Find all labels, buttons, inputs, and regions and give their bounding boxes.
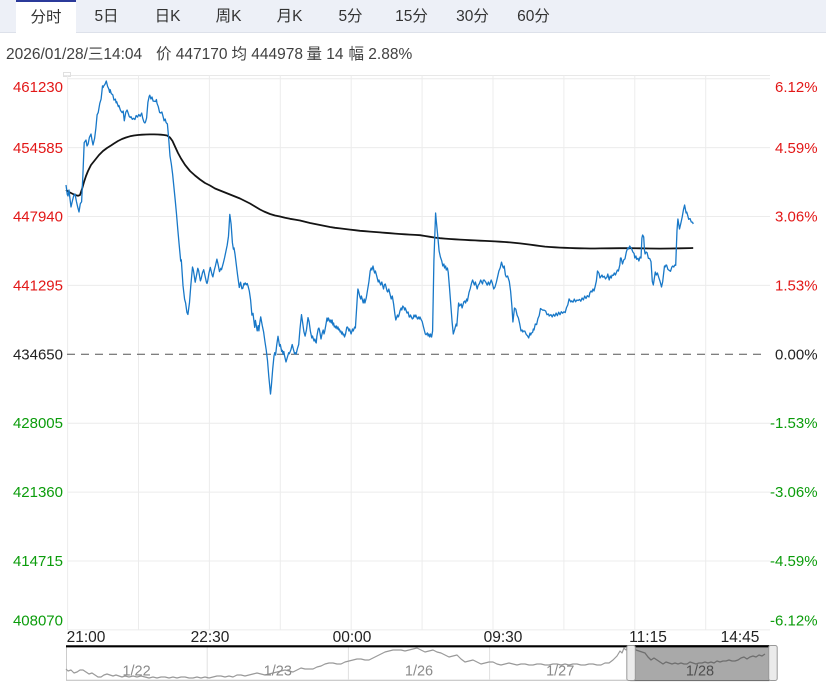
svg-text:-3.06%: -3.06% (770, 484, 818, 501)
svg-text:1/26: 1/26 (405, 664, 433, 680)
svg-text:1/23: 1/23 (264, 664, 292, 680)
svg-text:0.00%: 0.00% (775, 346, 818, 363)
svg-text:441295: 441295 (13, 277, 63, 294)
svg-text:461230: 461230 (13, 79, 63, 96)
svg-text:21:00: 21:00 (67, 629, 106, 646)
svg-text:00:00: 00:00 (333, 629, 372, 646)
svg-text:428005: 428005 (13, 415, 63, 432)
svg-text:6.12%: 6.12% (775, 79, 818, 96)
svg-text:-4.59%: -4.59% (770, 553, 818, 570)
svg-text:14:45: 14:45 (721, 629, 760, 646)
svg-text:1/28: 1/28 (686, 664, 714, 680)
svg-text:-6.12%: -6.12% (770, 613, 818, 630)
svg-text:1/22: 1/22 (122, 664, 150, 680)
svg-text:454585: 454585 (13, 140, 63, 157)
svg-text:408070: 408070 (13, 613, 63, 630)
svg-text:1/27: 1/27 (546, 664, 574, 680)
svg-text:-1.53%: -1.53% (770, 415, 818, 432)
svg-text:434650: 434650 (13, 346, 63, 363)
svg-text:1.53%: 1.53% (775, 277, 818, 294)
svg-text:4.59%: 4.59% (775, 140, 818, 157)
svg-text:421360: 421360 (13, 484, 63, 501)
svg-text:3.06%: 3.06% (775, 209, 818, 226)
svg-text:11:15: 11:15 (629, 629, 667, 646)
svg-text:09:30: 09:30 (484, 629, 523, 646)
svg-text:414715: 414715 (13, 553, 63, 570)
svg-text:22:30: 22:30 (191, 629, 230, 646)
svg-text:447940: 447940 (13, 209, 63, 226)
